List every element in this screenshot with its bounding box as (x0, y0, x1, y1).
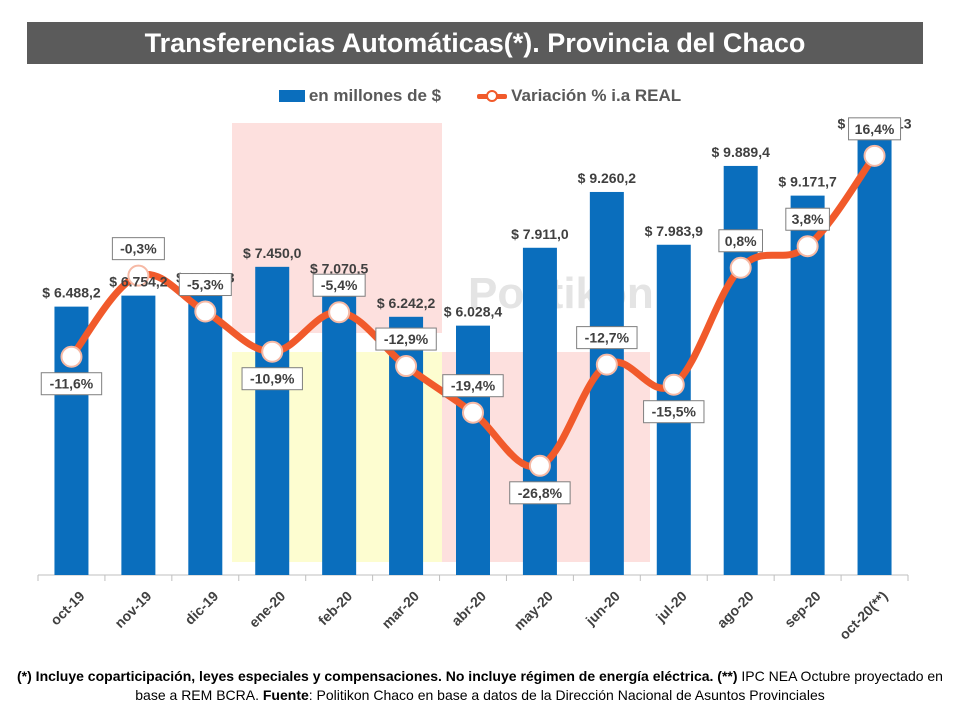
line-point-ene-20[interactable] (261, 340, 284, 363)
line-value-label: -12,7% (585, 330, 630, 346)
line-point-oct-19[interactable] (60, 345, 83, 368)
line-label-box (442, 374, 504, 398)
bar-may-20[interactable] (522, 247, 557, 575)
legend-line-swatch (477, 90, 508, 102)
bar-series (54, 137, 892, 576)
bar-value-label: $ 7.450,0 (243, 245, 302, 261)
line-label-box (848, 117, 902, 141)
bar-nov-19[interactable] (121, 295, 156, 575)
bar-value-label: $ 7.911,0 (511, 226, 569, 242)
x-tick-label: may-20 (511, 588, 557, 634)
x-axis (37, 574, 909, 581)
line-point-oct-20(**)[interactable] (863, 144, 886, 167)
chart-title: Transferencias Automáticas(*). Provincia… (144, 27, 806, 58)
legend-item-line[interactable]: Variación % i.a REAL (477, 86, 681, 106)
x-tick-label: oct-20(**) (836, 588, 891, 643)
legend: en millones de $ Variación % i.a REAL (0, 86, 960, 106)
bar-jun-20[interactable] (589, 191, 624, 575)
footnote-note: (*) Incluye coparticipación, leyes espec… (17, 668, 738, 684)
x-tick-label: sep-20 (781, 588, 824, 631)
bar-value-label: $ 6.754,2 (109, 274, 168, 290)
line-label-box (576, 326, 638, 350)
bar-value-label: $ 9.260,2 (578, 170, 637, 186)
line-value-label: 0,8% (725, 233, 757, 249)
legend-item-bars[interactable]: en millones de $ (278, 86, 442, 106)
footnote-ipc: IPC NEA Octubre proyectado en base a REM… (135, 668, 943, 703)
line-point-jun-20[interactable] (595, 353, 618, 376)
footnote-source: : Politikon Chaco en base a datos de la … (308, 687, 825, 703)
line-value-label: -10,9% (250, 371, 295, 387)
bar-value-label: $ 6.488,2 (42, 285, 101, 301)
line-label-box (509, 481, 571, 505)
footnote-source-label: Fuente (262, 687, 309, 703)
x-tick-label: dic-19 (181, 588, 221, 628)
title-bar: Transferencias Automáticas(*). Provincia… (27, 22, 923, 64)
line-label-box (241, 367, 303, 391)
bar-value-label: $ 7.983,9 (645, 223, 704, 239)
bar-sep-20[interactable] (790, 195, 825, 576)
line-point-sep-20[interactable] (796, 235, 819, 258)
bar-value-label: $ 9.171,7 (778, 174, 837, 190)
line-point-may-20[interactable] (528, 454, 551, 477)
bar-value-label: $ 7.070,5 (310, 261, 369, 277)
x-tick-label: jun-20 (582, 588, 623, 629)
x-tick-label: oct-19 (47, 588, 88, 629)
line-value-label: -5,4% (321, 277, 358, 293)
line-value-label: -11,6% (50, 376, 94, 392)
legend-bar-swatch (278, 90, 305, 102)
line-label-box (312, 273, 366, 297)
bar-value-label: $ 9.889,4 (711, 144, 770, 160)
line-point-dic-19[interactable] (194, 300, 217, 323)
x-tick-label: feb-20 (315, 588, 356, 629)
line-point-ago-20[interactable] (729, 256, 752, 279)
line-value-label: -12,9% (384, 331, 429, 347)
line-value-label: -19,4% (451, 378, 496, 394)
line-value-label: 16,4% (855, 121, 895, 137)
line-label-box (40, 372, 103, 396)
legend-line-label: Variación % i.a REAL (511, 86, 682, 105)
footnote: (*) Incluye coparticipación, leyes espec… (0, 667, 960, 705)
line-value-label: 3,8% (792, 211, 824, 227)
x-tick-label: jul-20 (652, 588, 690, 626)
line-point-jul-20[interactable] (662, 373, 685, 396)
x-tick-label: nov-19 (111, 588, 154, 631)
line-label-box (718, 229, 763, 253)
x-tick-label: abr-20 (448, 588, 489, 629)
x-tick-label: ene-20 (246, 588, 289, 631)
line-label-box (111, 237, 165, 261)
line-value-label: -15,5% (652, 404, 697, 420)
bar-ene-20[interactable] (255, 266, 290, 575)
bar-feb-20[interactable] (322, 282, 357, 575)
x-tick-label: ago-20 (714, 588, 757, 631)
bar-dic-19[interactable] (188, 291, 223, 575)
line-label-box (643, 400, 705, 424)
line-label-box (178, 273, 232, 297)
bar-value-label: $ 6.028,4 (444, 304, 503, 320)
line-point-abr-20[interactable] (462, 401, 484, 424)
line-value-label: -26,8% (518, 485, 563, 501)
bar-value-label: $ 6.242,2 (377, 295, 436, 311)
line-label-box (785, 207, 830, 231)
line-value-label: -5,3% (187, 277, 224, 293)
line-point-nov-19[interactable] (127, 264, 150, 287)
line-point-feb-20[interactable] (328, 301, 351, 324)
line-label-box (375, 327, 437, 351)
bar-oct-20(**)[interactable] (857, 137, 892, 575)
legend-bars-label: en millones de $ (308, 86, 442, 105)
line-series (60, 144, 886, 477)
bar-ago-20[interactable] (723, 165, 758, 575)
line-point-mar-20[interactable] (395, 355, 418, 378)
line-value-label: -0,3% (120, 241, 157, 257)
bar-abr-20[interactable] (456, 325, 490, 575)
x-tick-label: mar-20 (378, 588, 422, 632)
